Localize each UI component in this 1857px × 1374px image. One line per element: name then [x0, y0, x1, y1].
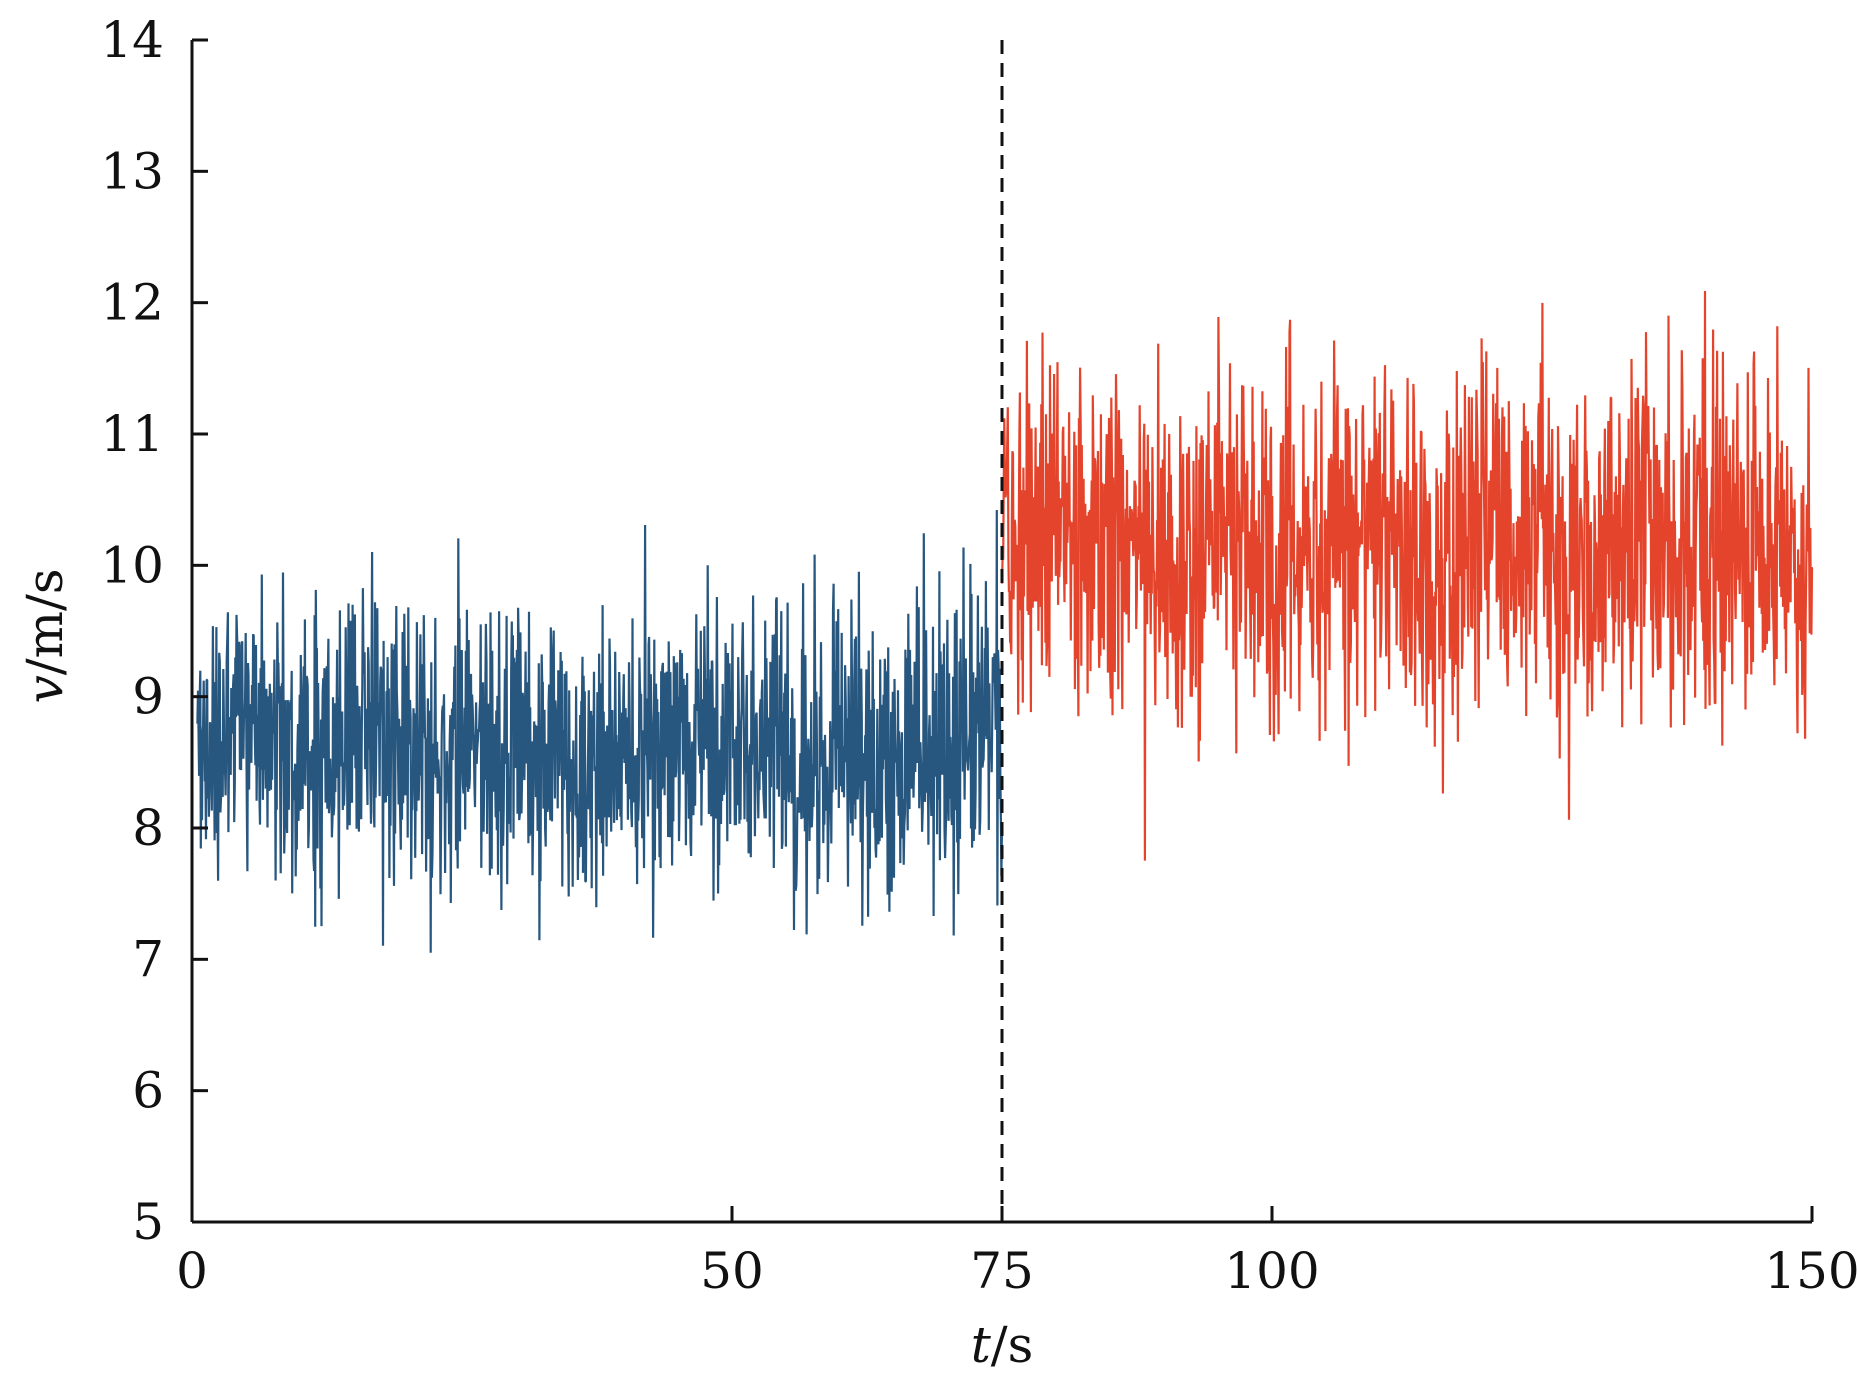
y-axis-label-var: v	[16, 675, 74, 703]
series-layer	[196, 290, 1814, 953]
y-tick-label: 10	[100, 536, 164, 594]
y-tick-label: 11	[100, 405, 164, 463]
x-axis-label-var: t	[971, 1316, 992, 1374]
x-tick-label: 0	[176, 1242, 208, 1300]
y-tick-label: 8	[132, 799, 164, 857]
x-tick-label: 100	[1224, 1242, 1319, 1300]
y-axis-label-unit: /m/s	[16, 568, 74, 675]
y-tick-label: 7	[132, 930, 164, 988]
series-line-1	[196, 509, 1004, 953]
x-ticks: 0 50 75 100 150	[176, 1206, 1857, 1300]
y-tick-label: 12	[100, 274, 164, 332]
y-tick-label: 6	[132, 1062, 164, 1120]
x-tick-label: 75	[970, 1242, 1034, 1300]
y-axis-label: v/m/s	[16, 568, 74, 703]
y-tick-label: 9	[132, 668, 164, 726]
x-tick-label: 150	[1764, 1242, 1857, 1300]
x-axis-label-unit: /s	[991, 1316, 1034, 1374]
series-line-2	[1000, 290, 1814, 861]
x-tick-label: 50	[700, 1242, 764, 1300]
y-tick-label: 14	[100, 11, 164, 69]
y-tick-label: 5	[132, 1193, 164, 1251]
y-tick-label: 13	[100, 142, 164, 200]
x-axis-label: t/s	[971, 1316, 1034, 1374]
y-ticks: 5 6 7 8 9 10 11 12 13 14	[100, 11, 208, 1251]
